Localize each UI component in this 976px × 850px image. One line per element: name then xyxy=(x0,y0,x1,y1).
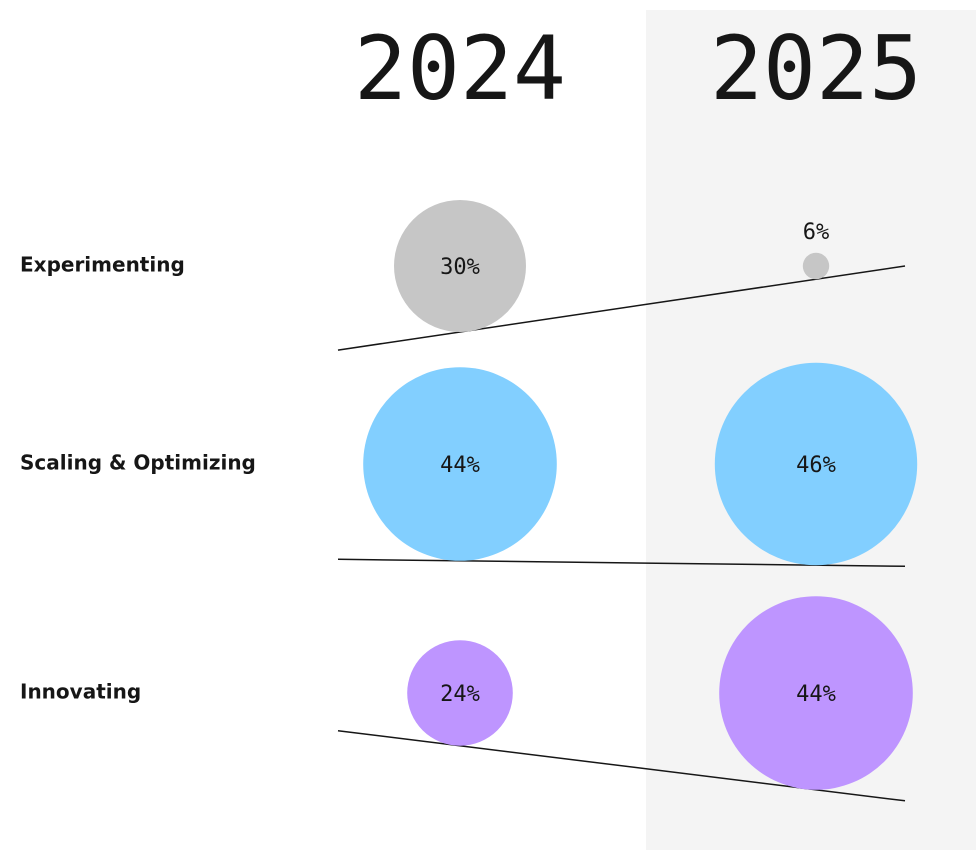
trend-line xyxy=(337,265,906,351)
data-label: 30% xyxy=(440,255,480,280)
bubble xyxy=(719,596,913,790)
bubble xyxy=(714,362,918,566)
data-label: 46% xyxy=(796,453,836,478)
bubble xyxy=(394,200,526,332)
bubble xyxy=(802,252,830,280)
row-label: Scaling & Optimizing xyxy=(20,451,256,475)
column-header: 2025 xyxy=(710,17,922,120)
row-label: Experimenting xyxy=(20,253,185,277)
column-header: 2024 xyxy=(354,17,566,120)
data-label: 44% xyxy=(440,453,480,478)
data-label: 44% xyxy=(796,682,836,707)
bubble xyxy=(407,640,513,746)
data-label: 6% xyxy=(803,220,830,245)
data-label: 24% xyxy=(440,682,480,707)
trend-line xyxy=(337,558,906,568)
bubble xyxy=(363,367,557,561)
row-label: Innovating xyxy=(20,680,141,704)
